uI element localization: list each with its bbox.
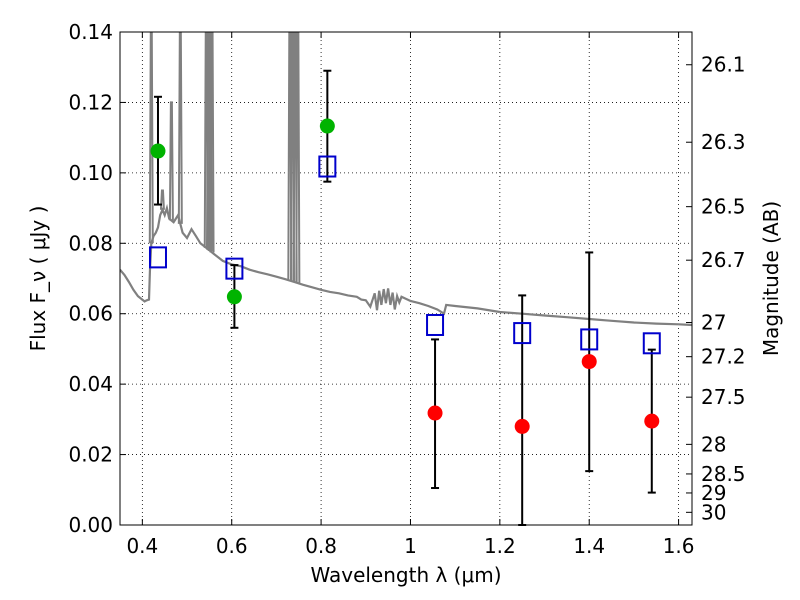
flux-point [581, 354, 597, 370]
right-tick-label: 27.2 [701, 345, 746, 369]
y-tick-label: 0.12 [68, 90, 113, 114]
model-point [513, 322, 532, 345]
y-tick-label: 0.00 [68, 513, 113, 537]
spectrum-line [120, 203, 692, 327]
right-tick-label: 26.1 [701, 53, 746, 77]
x-tick-label: 1.2 [484, 534, 516, 558]
right-tick-label: 29 [701, 481, 726, 505]
emission-line [159, 189, 165, 210]
right-tick-label: 26.7 [701, 248, 746, 272]
model-point [642, 332, 661, 355]
flux-point [226, 289, 242, 305]
x-axis-label: Wavelength λ (μm) [310, 563, 501, 587]
right-tick-label: 27 [701, 311, 726, 335]
model-point [225, 257, 244, 280]
right-tick-label: 27.5 [701, 385, 746, 409]
error-bars [153, 69, 656, 526]
emission-line [148, 32, 154, 244]
x-tick-label: 0.8 [305, 534, 337, 558]
axis-ticks: 0.4 0.6 0.8 1 1.2 1.4 1.6 0.00 0.02 0.04 0.06 0.08 0… [68, 20, 745, 558]
data-markers [148, 118, 661, 434]
model-point [148, 246, 167, 269]
right-tick-label: 28.5 [701, 462, 746, 486]
y-tick-label: 0.10 [68, 161, 113, 185]
y-tick-label: 0.04 [68, 372, 113, 396]
model-point [426, 313, 445, 336]
y-tick-label: 0.02 [68, 443, 113, 467]
plot-frame [119, 31, 693, 526]
flux-point [514, 418, 530, 434]
x-tick-label: 0.6 [216, 534, 248, 558]
flux-point [319, 118, 335, 134]
right-tick-label: 28 [701, 432, 726, 456]
model-point [580, 328, 599, 351]
flux-point [427, 405, 443, 421]
x-tick-label: 1 [404, 534, 417, 558]
emission-line [168, 101, 174, 221]
y-tick-label: 0.08 [68, 231, 113, 255]
right-tick-label: 26.5 [701, 195, 746, 219]
model-point [318, 155, 337, 178]
emission-line [295, 32, 301, 284]
right-tick-label: 30 [701, 500, 726, 524]
emission-line [177, 32, 183, 224]
emission-line [209, 32, 215, 253]
x-tick-label: 1.6 [663, 534, 695, 558]
y-tick-label: 0.14 [68, 20, 113, 44]
right-tick-label: 26.3 [701, 130, 746, 154]
x-tick-label: 1.4 [573, 534, 605, 558]
x-tick-label: 0.4 [126, 534, 158, 558]
y-tick-label: 0.06 [68, 302, 113, 326]
y-axis-right-label: Magnitude (AB) [759, 201, 783, 356]
flux-point [644, 413, 660, 429]
y-axis-label: Flux F_ν ( μJy ) [26, 206, 50, 352]
model-spectrum [120, 32, 692, 327]
flux-point [150, 143, 166, 159]
